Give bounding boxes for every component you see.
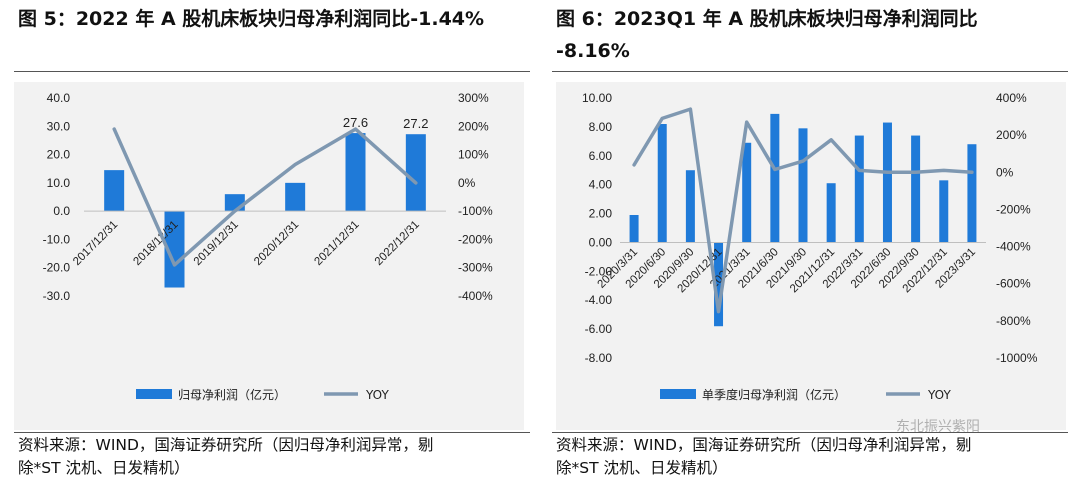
left-figure-title: 图 5：2022 年 A 股机床板块归母净利润同比-1.44% bbox=[18, 8, 485, 30]
category-label: 2021/12/31 bbox=[312, 219, 361, 268]
bar bbox=[826, 183, 836, 243]
y-right-tick-label: -1000% bbox=[996, 351, 1038, 365]
bar bbox=[657, 124, 667, 243]
y-right-tick-label: -800% bbox=[996, 314, 1031, 328]
right-source-rule bbox=[552, 432, 1068, 433]
category-label: 2020/12/31 bbox=[252, 219, 301, 268]
y-left-tick-label: -30.0 bbox=[43, 289, 71, 303]
y-left-tick-label: 0.0 bbox=[53, 204, 70, 218]
y-left-tick-label: 40.0 bbox=[47, 91, 71, 105]
left-source-line1: 资料来源：WIND，国海证券研究所（因归母净利润异常，剔 bbox=[18, 436, 434, 454]
y-right-tick-label: -600% bbox=[996, 277, 1031, 291]
y-left-tick-label: -8.00 bbox=[585, 351, 613, 365]
left-chart-panel: -30.0 -20.0 -10.0 0.0 10.0 20.0 30.0 40.0 -400% -… bbox=[14, 82, 524, 430]
left-source-rule bbox=[14, 432, 530, 433]
data-label: 27.2 bbox=[403, 116, 428, 131]
y-right-tick-label: 400% bbox=[996, 91, 1027, 105]
bar bbox=[882, 122, 892, 243]
y-right-tick-label: -400% bbox=[458, 289, 493, 303]
y-right-tick-label: -400% bbox=[996, 240, 1031, 254]
bar bbox=[164, 211, 185, 288]
category-label: 2022/12/31 bbox=[373, 219, 422, 268]
legend-bar-label: 单季度归母净利润（亿元） bbox=[702, 387, 846, 402]
bar bbox=[629, 215, 639, 243]
yoy-line bbox=[632, 107, 974, 314]
y-right-tick-label: -200% bbox=[996, 202, 1031, 216]
y-left-tick-label: 10.0 bbox=[47, 176, 71, 190]
bar bbox=[104, 170, 125, 212]
bar bbox=[798, 128, 808, 243]
legend-bar-swatch bbox=[136, 389, 172, 399]
left-chart: -30.0 -20.0 -10.0 0.0 10.0 20.0 30.0 40.0 -400% -… bbox=[43, 91, 493, 402]
y-left-tick-label: 20.0 bbox=[47, 148, 71, 162]
legend-bar-swatch bbox=[660, 389, 696, 399]
bar bbox=[854, 135, 864, 243]
right-title-rule bbox=[552, 71, 1068, 72]
y-left-tick-label: -20.0 bbox=[43, 261, 71, 275]
left-source-line2: 除*ST 沈机、日发精机） bbox=[18, 459, 190, 477]
right-figure-title-line1: 图 6：2023Q1 年 A 股机床板块归母净利润同比 bbox=[556, 8, 978, 30]
watermark-text: 东北振兴紫阳 bbox=[896, 419, 980, 435]
bar bbox=[285, 182, 306, 212]
right-figure-title-line2: -8.16% bbox=[556, 40, 630, 62]
y-left-tick-label: 4.00 bbox=[589, 178, 613, 192]
bar bbox=[770, 113, 780, 243]
legend-line-label: YOY bbox=[927, 388, 951, 402]
bar bbox=[345, 133, 366, 212]
category-label: 2017/12/31 bbox=[71, 219, 120, 268]
y-left-tick-label: -6.00 bbox=[585, 322, 613, 336]
bar bbox=[685, 170, 695, 243]
bar bbox=[714, 242, 724, 327]
bar bbox=[967, 144, 977, 243]
y-left-tick-label: -2.00 bbox=[585, 264, 613, 278]
y-right-tick-label: 100% bbox=[458, 148, 489, 162]
y-right-tick-label: -100% bbox=[458, 204, 493, 218]
right-chart: -8.00 -6.00 -4.00 -2.00 0.00 2.00 4.00 6.00 8.00… bbox=[582, 91, 1038, 402]
right-chart-panel: -8.00 -6.00 -4.00 -2.00 0.00 2.00 4.00 6.00 8.00… bbox=[556, 82, 1066, 430]
legend-bar-label: 归母净利润（亿元） bbox=[178, 387, 286, 402]
y-right-tick-label: 200% bbox=[996, 128, 1027, 142]
y-left-tick-label: 6.00 bbox=[589, 149, 613, 163]
y-left-tick-label: 10.00 bbox=[582, 91, 612, 105]
y-right-tick-label: 300% bbox=[458, 91, 489, 105]
bar bbox=[939, 180, 949, 243]
y-right-tick-label: 0% bbox=[996, 165, 1014, 179]
y-right-tick-label: 0% bbox=[458, 176, 476, 190]
bar bbox=[224, 194, 245, 212]
bar bbox=[742, 142, 752, 243]
y-left-tick-label: 8.00 bbox=[589, 120, 613, 134]
y-left-tick-label: -4.00 bbox=[585, 293, 613, 307]
bar bbox=[911, 135, 921, 243]
bar bbox=[405, 134, 426, 212]
y-right-tick-label: -300% bbox=[458, 261, 493, 275]
right-source-line2: 除*ST 沈机、日发精机） bbox=[556, 459, 728, 477]
left-title-rule bbox=[14, 71, 530, 72]
right-source-line1: 资料来源：WIND，国海证券研究所（因归母净利润异常，剔 bbox=[556, 436, 972, 454]
y-left-tick-label: 2.00 bbox=[589, 207, 613, 221]
y-left-tick-label: -10.0 bbox=[43, 232, 71, 246]
legend-line-label: YOY bbox=[365, 388, 389, 402]
y-left-tick-label: 30.0 bbox=[47, 119, 71, 133]
y-left-tick-label: 0.00 bbox=[589, 235, 613, 249]
yoy-line bbox=[112, 127, 418, 267]
y-right-tick-label: 200% bbox=[458, 119, 489, 133]
data-label: 27.6 bbox=[343, 115, 368, 130]
y-right-tick-label: -200% bbox=[458, 232, 493, 246]
